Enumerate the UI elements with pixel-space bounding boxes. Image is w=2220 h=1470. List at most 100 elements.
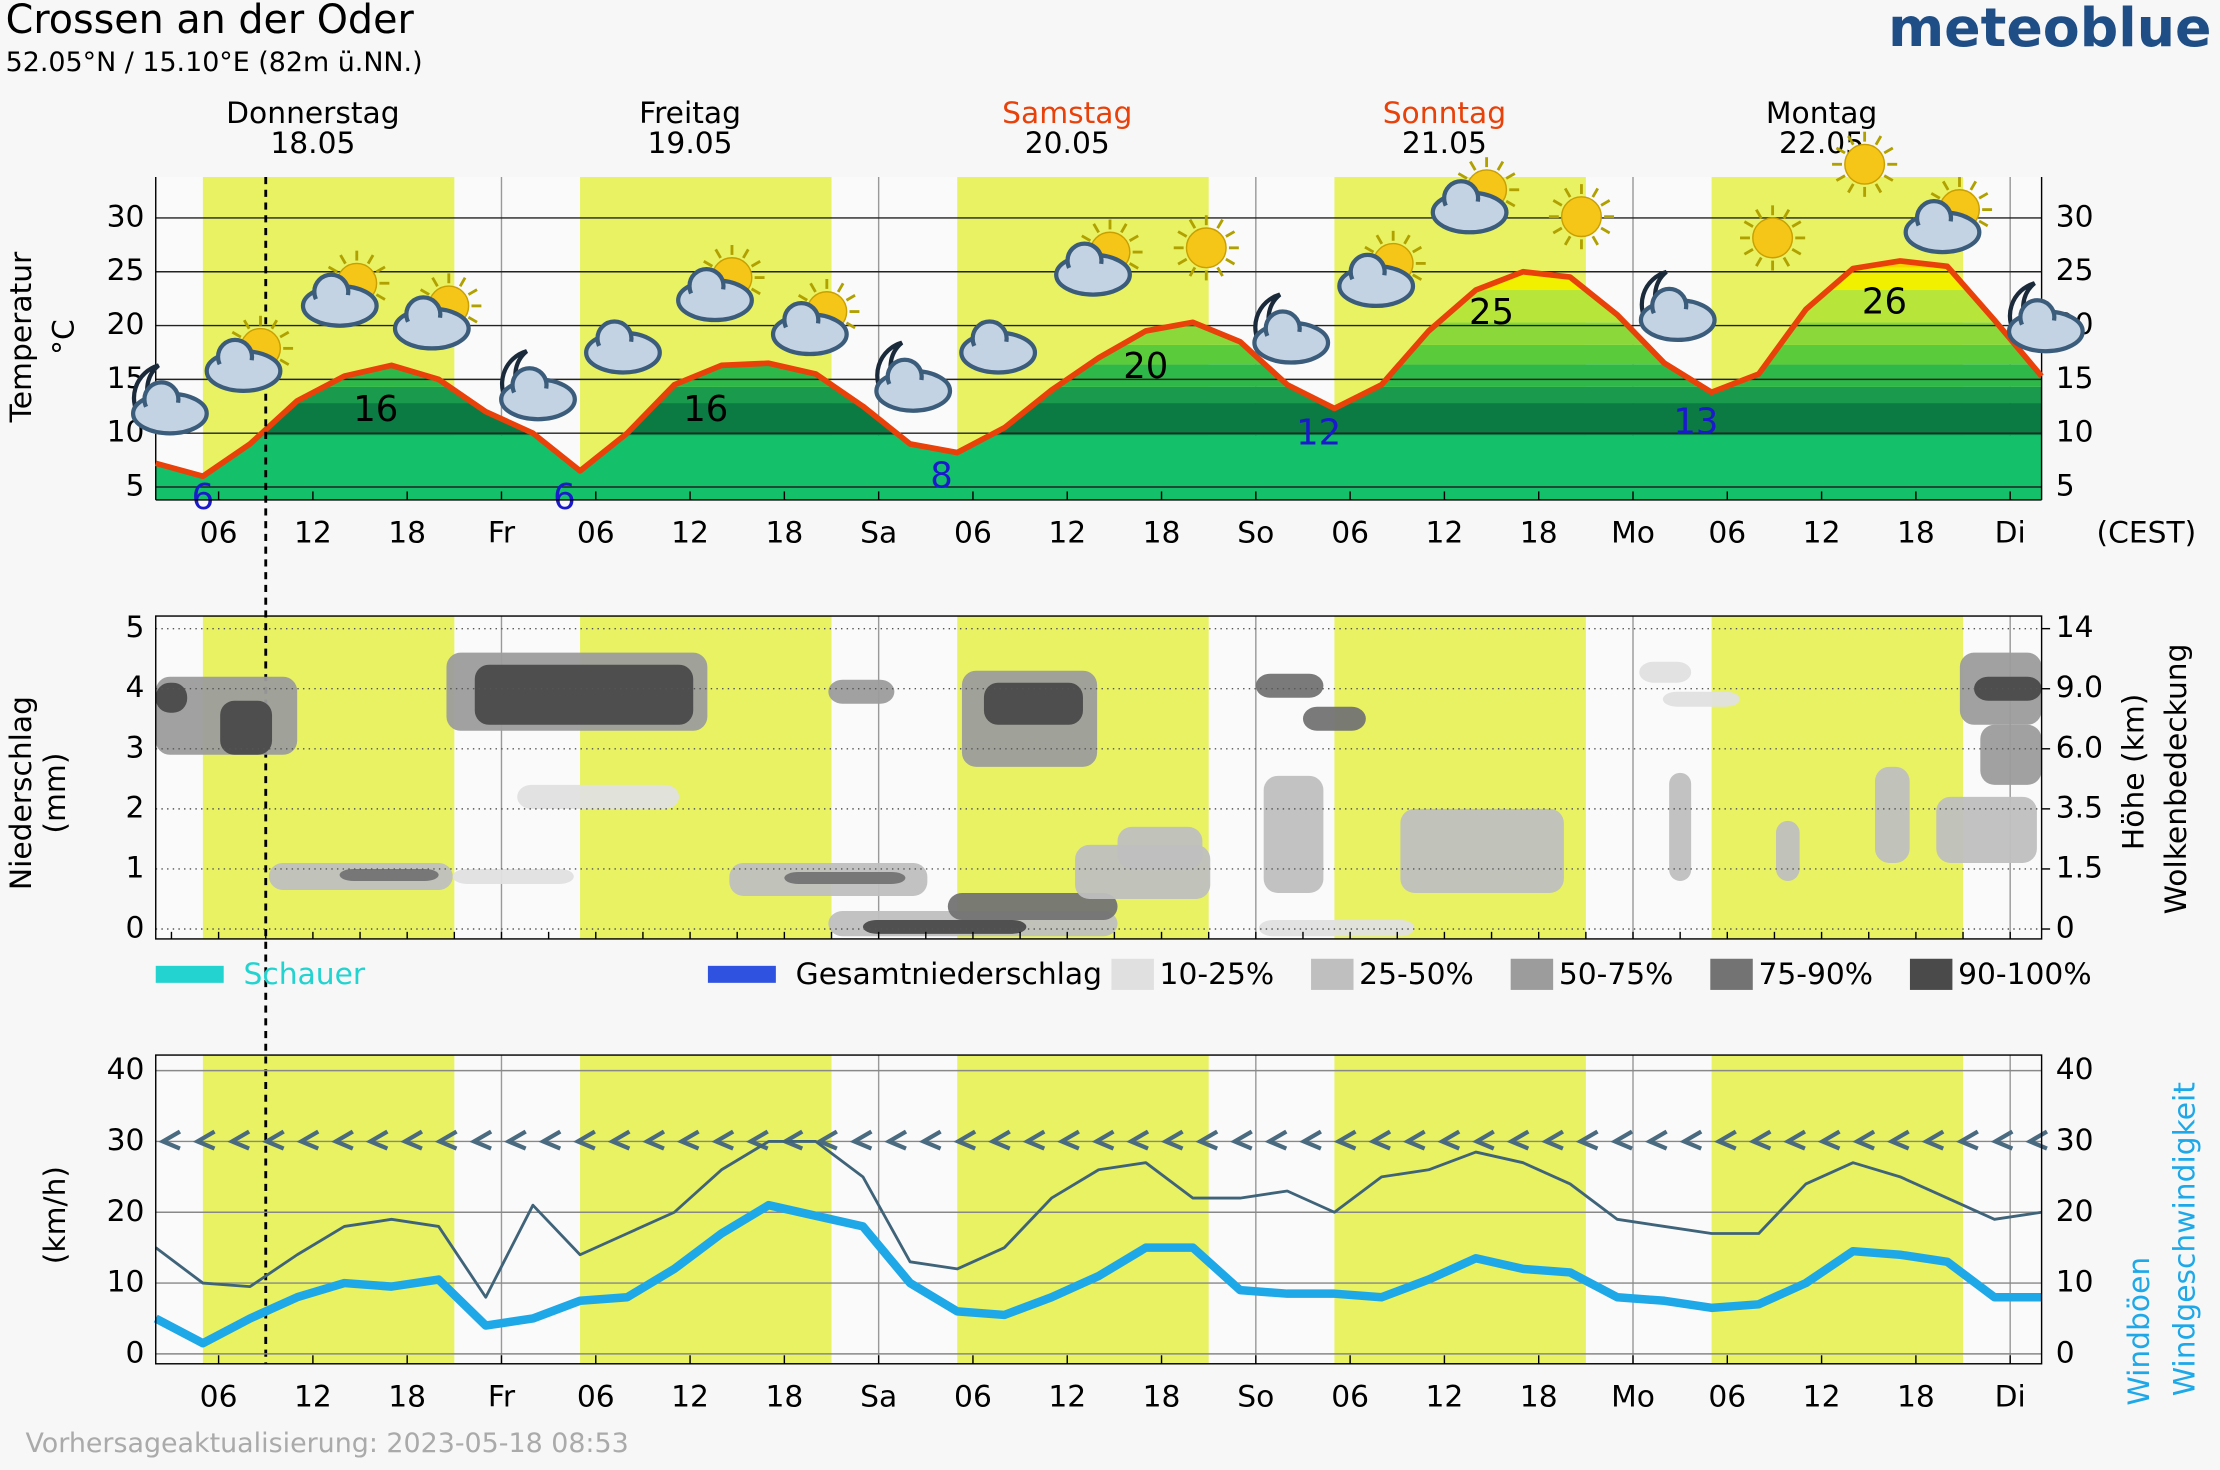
x-tick-label: 12 [1048,1379,1086,1414]
legend-label: 50-75% [1559,957,1674,992]
cloud-cover [220,700,273,755]
y-tick-label-right: 25 [2056,253,2094,288]
weather-icon [392,273,482,351]
y-tick-label: 5 [125,610,144,645]
sun-ray [1225,230,1236,238]
x-tick-label: 18 [1143,515,1181,550]
sun-ray [1128,262,1139,270]
wind-arrow [1644,1129,1668,1151]
cloud-cover [517,784,680,809]
x-tick-label: 06 [200,1379,238,1414]
cloud [1343,274,1409,304]
y-tick-label-right: 5 [2056,468,2075,503]
cloud-cover [155,682,188,713]
x-tick-label: Fr [488,1379,516,1414]
cloud-cover [1980,724,2042,785]
temperature-label: 13 [1673,402,1718,443]
sun-ray [836,282,845,293]
cloud [307,294,373,323]
temperature-label: 20 [1123,346,1168,387]
legend-label: Windgeschwindigkeit [2168,1082,2203,1396]
wind-arrow [1333,1129,1357,1151]
day-name: Sonntag [1383,96,1506,131]
sun-ray [467,288,478,296]
weather-icon [874,340,953,413]
wind-arrow [1437,1129,1461,1151]
wind-arrow [1126,1129,1150,1151]
wind-arrow [538,1129,562,1151]
footer: Vorhersageaktualisierung: 2023-05-18 08:… [25,1428,628,1459]
sun-ray [458,276,467,287]
cloud-cover [1117,826,1203,869]
temperature-label: 12 [1296,412,1341,453]
sun-ray [1412,245,1423,254]
wind-line [154,1140,2042,1299]
wind-arrow [469,1129,493,1151]
sun-ray [1743,220,1754,228]
wind-arrow [158,1129,182,1151]
sun-ray [1600,226,1611,235]
day-date: 20.05 [1025,126,1110,161]
legend-swatch [1111,958,1154,990]
sun-ray [809,282,817,293]
day-date: 21.05 [1402,126,1487,161]
sun-ray [1188,218,1197,229]
cloud-cover [1669,772,1692,881]
sun [1185,227,1227,269]
wind-arrow [400,1129,424,1151]
legend-swatch [155,965,224,983]
weather-icon [1252,292,1331,365]
wind-arrow [1817,1129,1841,1151]
temperature-label: 8 [930,455,953,496]
day-name: Donnerstag [226,96,399,131]
sun-ray [231,330,242,339]
wind-arrow [1368,1129,1392,1151]
cloud [1258,331,1324,360]
day-date: 18.05 [270,126,355,161]
cloud [1909,220,1976,250]
legend-label: 10-25% [1160,957,1275,992]
day-name: Freitag [639,96,741,131]
sun-ray [1120,223,1128,234]
y-label: Niederschlag [4,696,39,890]
daylight [1711,1055,1964,1364]
cloud [210,359,277,389]
wind-arrow [1748,1129,1772,1151]
sun-ray [1969,180,1977,191]
y-unit: (km/h) [38,1166,73,1264]
wind-arrow [227,1129,251,1151]
sun-ray [1847,135,1855,146]
sun-ray [1092,223,1100,234]
wind-arrow [1541,1129,1564,1151]
x-tick-label: 06 [1708,515,1746,550]
sun-ray [714,248,722,259]
wind-arrow [711,1129,735,1151]
y-tick-label: 20 [107,1194,145,1229]
wind-arrow [296,1129,320,1151]
x-tick-label: 18 [765,1379,803,1414]
x-tick-label: Sa [860,1379,897,1414]
sun-ray [1591,187,1599,198]
y-tick-label: 5 [125,468,144,503]
cloud-cover [1263,775,1324,893]
cloud [505,388,571,417]
wind-arrow [1402,1129,1426,1151]
logo: meteoblue [1888,0,2211,59]
legend-label: 75-90% [1758,957,1873,992]
x-tick-label: 18 [1897,1379,1935,1414]
sun-ray [1216,218,1224,229]
cloud [682,288,748,318]
wind-arrow [953,1129,977,1151]
weather-icon [1903,177,1993,255]
sun-ray [327,265,338,274]
y-tick-label-right: 10 [2056,415,2094,450]
legend-label: 25-50% [1359,957,1474,992]
wind-arrow [434,1129,458,1151]
y-tick-label-right: 20 [2056,1194,2094,1229]
wind-arrow [918,1129,942,1151]
x-unit: (CEST) [2097,515,2197,550]
y-tick-label: 3 [125,730,144,765]
sun-ray [1883,146,1894,155]
cloud [777,322,843,352]
